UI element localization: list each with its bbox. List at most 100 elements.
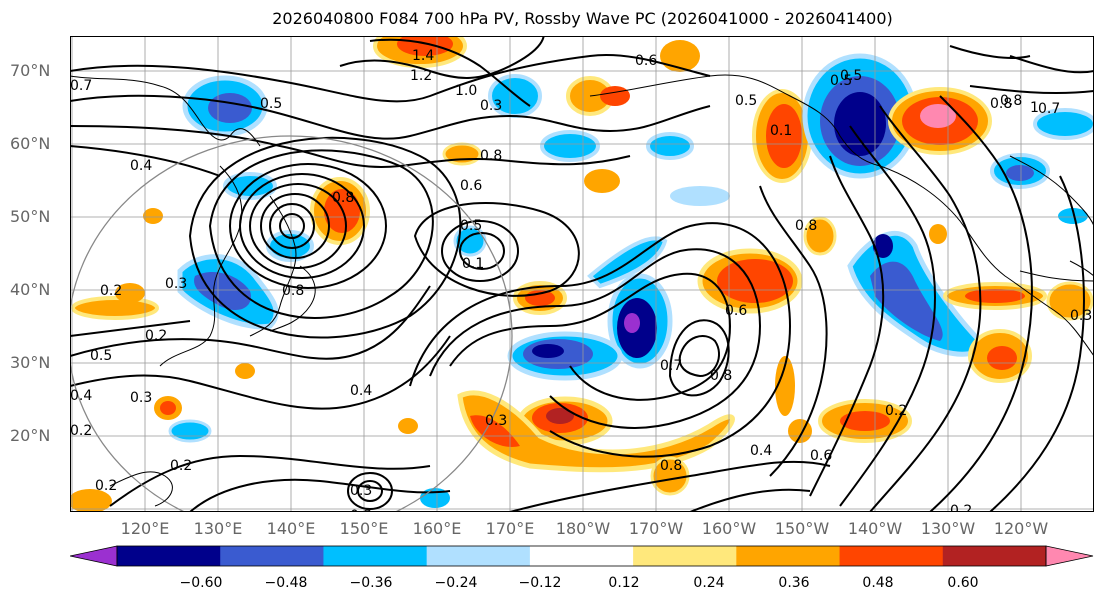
anomaly-region (929, 224, 947, 244)
anomaly-region (177, 254, 279, 330)
colorbar-tick-label: 0.24 (693, 575, 725, 591)
colorbar-segment (839, 546, 944, 566)
anomaly-region (646, 132, 694, 160)
contour-label: 0.7 (70, 78, 92, 94)
contour-label: 0.7 (1038, 101, 1060, 117)
anomaly-region (803, 216, 837, 256)
lon-label: 120°W (993, 519, 1049, 538)
lat-label: 20°N (10, 426, 51, 445)
colorbar (70, 545, 1094, 567)
contour-label: 0.8 (710, 368, 732, 384)
lon-label: 150°W (774, 519, 830, 538)
contour-label: 0.3 (1070, 308, 1092, 324)
contour-labels: 1.4 1.2 1.0 0.6 0.5 0.8 0.7 0.5 0.3 0.8 0.6 0.5 0.4 0… (70, 48, 1092, 512)
map-panel: 1.4 1.2 1.0 0.6 0.5 0.8 0.7 0.5 0.3 0.8 0.6 0.5 0.4 0… (70, 36, 1094, 512)
contour-label: 1.0 (455, 83, 477, 99)
contour-label: 0.8 (282, 283, 304, 299)
contour-label: 0.3 (350, 508, 372, 512)
anomaly-region (584, 169, 620, 193)
contour-label: 0.2 (885, 403, 907, 419)
anomaly-region (788, 419, 812, 443)
anomaly-region (1033, 108, 1094, 140)
contour-label: 0.7 (660, 358, 682, 374)
contour-label: 0.8 (480, 148, 502, 164)
shaded-anomaly-field (70, 36, 1094, 512)
anomaly-region (235, 363, 255, 379)
contour-label: 0.8 (795, 218, 817, 234)
contour-label: 0.6 (810, 448, 832, 464)
anomaly-region (70, 489, 112, 512)
contour-label: 0.2 (95, 478, 117, 494)
anomaly-region (775, 356, 795, 416)
colorbar-extend-max (1045, 545, 1094, 567)
colorbar-tick-label: 0.12 (608, 575, 640, 591)
contour-label: 1.4 (412, 48, 434, 64)
anomaly-region (160, 401, 176, 415)
anomaly-region (752, 89, 812, 183)
contour-label: 0.5 (840, 68, 862, 84)
contour-label: 0.4 (70, 388, 92, 404)
anomaly-region (71, 296, 159, 320)
contour-label: 0.5 (90, 348, 112, 364)
contour-label: 0.8 (990, 96, 1012, 112)
colorbar-extend-min (70, 545, 118, 567)
contour-label: 1 (1030, 100, 1039, 116)
contour-label: 0.2 (145, 328, 167, 344)
lat-label: 30°N (10, 353, 51, 372)
anomaly-region (607, 273, 673, 369)
contour-label: 0.3 (480, 98, 502, 114)
lon-label: 180°W (555, 519, 611, 538)
anomaly-region (457, 390, 735, 473)
contour-label: 0.4 (130, 158, 152, 174)
anomaly-region (670, 186, 730, 206)
colorbar-tick-label: −0.12 (518, 575, 562, 591)
anomaly-region (540, 130, 600, 162)
lat-label: 50°N (10, 207, 51, 226)
lon-label: 160°W (701, 519, 757, 538)
anomaly-region (1058, 208, 1088, 224)
contour-label: 0.2 (170, 458, 192, 474)
colorbar-tick-label: 0.48 (862, 575, 894, 591)
contour-label: 0.5 (830, 73, 852, 89)
reference-circle (70, 135, 513, 512)
lat-label: 70°N (10, 61, 51, 80)
lon-label: 140°E (266, 519, 316, 538)
anomaly-region (168, 419, 212, 443)
colorbar-tick-label: −0.60 (179, 575, 223, 591)
lon-label: 160°E (412, 519, 462, 538)
chart-title: 2026040800 F084 700 hPa PV, Rossby Wave … (272, 9, 893, 28)
contour-label: 0.5 (260, 96, 282, 112)
anomaly-region (987, 346, 1017, 370)
contour-label: 0.3 (485, 413, 507, 429)
anomaly-region (373, 36, 467, 68)
anomaly-region (115, 283, 145, 303)
anomaly-region (600, 86, 630, 106)
anomaly-region (1046, 281, 1094, 321)
colorbar-segment (633, 546, 737, 566)
contour-label: 0.4 (350, 383, 372, 399)
colorbar-segment (942, 546, 1047, 566)
colorbar-segment (736, 546, 841, 566)
lon-label: 130°W (920, 519, 976, 538)
contour-label: 0.3 (165, 276, 187, 292)
contour-label: 1.2 (410, 68, 432, 84)
contour-label: 0.1 (462, 256, 484, 272)
colorbar-tick-label: 0.60 (947, 575, 979, 591)
lon-label: 130°E (193, 519, 243, 538)
contour-label: 0.2 (100, 283, 122, 299)
colorbar-tick-label: −0.36 (349, 575, 393, 591)
colorbar-tick-label: −0.24 (434, 575, 478, 591)
anomaly-region (182, 75, 268, 137)
contour-label: 0.3 (350, 483, 372, 499)
colorbar-segment (117, 546, 221, 566)
anomaly-region (507, 331, 623, 381)
pv-contours (70, 36, 1094, 512)
anomaly-region (660, 40, 700, 72)
colorbar-segment (426, 546, 531, 566)
gridlines (70, 36, 1094, 512)
contour-label: 0.3 (130, 390, 152, 406)
colorbar-segment (529, 546, 634, 566)
anomaly-region (888, 87, 992, 155)
colorbar-segment (220, 546, 324, 566)
lon-label: 140°W (847, 519, 903, 538)
